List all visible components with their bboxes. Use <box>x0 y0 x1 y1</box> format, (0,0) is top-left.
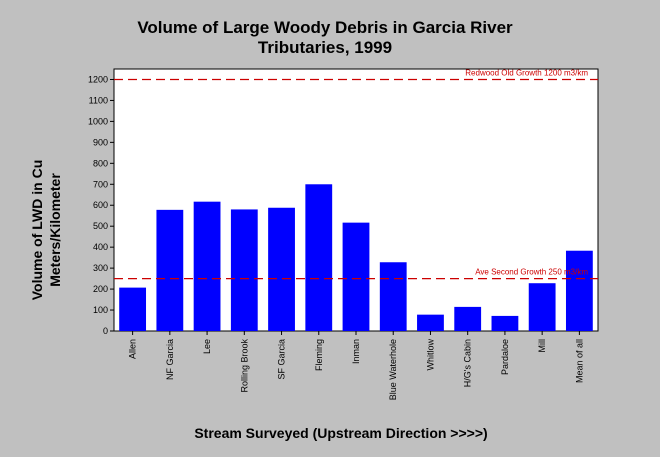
bar <box>528 283 556 331</box>
bar <box>268 207 295 331</box>
chart-title-line1: Volume of Large Woody Debris in Garcia R… <box>137 18 513 37</box>
bar <box>119 287 147 331</box>
x-tick-label: Inman <box>351 339 361 364</box>
bar <box>565 250 593 331</box>
bar <box>230 209 258 331</box>
bar <box>417 314 444 331</box>
plot-area: 0 100 200 300 400 500 600 700 800 900 1000 1100 1200… <box>88 68 599 400</box>
reference-line-label: Ave Second Growth 250 m3/km <box>475 268 588 277</box>
x-tick-label: Allen <box>128 339 138 359</box>
y-tick-label: 800 <box>93 158 108 168</box>
y-tick-label: 1200 <box>88 74 108 84</box>
reference-line-label: Redwood Old Growth 1200 m3/km <box>465 68 588 77</box>
y-tick-label: 500 <box>93 221 108 231</box>
chart-title-line2: Tributaries, 1999 <box>258 38 392 57</box>
x-tick-label: Fleming <box>314 339 324 371</box>
bar <box>491 315 519 331</box>
bar <box>454 306 482 331</box>
bar <box>156 209 184 331</box>
y-tick-label: 300 <box>93 263 108 273</box>
y-tick-label: 400 <box>93 242 108 252</box>
x-tick-label: Pardaloe <box>500 339 510 375</box>
x-tick-label: Rolling Brook <box>239 339 249 393</box>
y-tick-label: 200 <box>93 284 108 294</box>
y-tick-label: 900 <box>93 137 108 147</box>
x-tick-label: Whitlow <box>425 339 435 371</box>
x-tick-label: Blue Waterhole <box>388 339 398 400</box>
y-tick-label: 1000 <box>88 116 108 126</box>
y-axis-label-line2: Meters/Kilometer <box>47 173 63 287</box>
y-tick-label: 700 <box>93 179 108 189</box>
y-tick-label: 100 <box>93 305 108 315</box>
bar <box>305 184 333 331</box>
bar <box>379 262 407 331</box>
x-axis-label: Stream Surveyed (Upstream Direction >>>>… <box>194 425 487 441</box>
bar <box>193 201 221 331</box>
x-tick-label: SF Garcia <box>277 339 287 380</box>
x-tick-label: Mill <box>537 339 547 353</box>
y-tick-label: 600 <box>93 200 108 210</box>
x-tick-label: H/G's Cabin <box>463 339 473 387</box>
bar <box>342 222 370 331</box>
y-tick-label: 0 <box>103 326 108 336</box>
x-tick-label: Mean of all <box>574 339 584 383</box>
y-tick-label: 1100 <box>89 95 108 105</box>
x-tick-label: Lee <box>202 339 212 354</box>
x-tick-label: NF Garcia <box>165 339 175 380</box>
y-axis-label-line1: Volume of LWD in Cu <box>29 160 45 301</box>
